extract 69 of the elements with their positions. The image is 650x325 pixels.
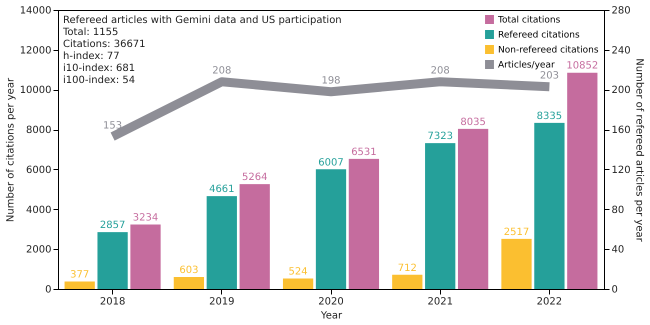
data-label: 6531 [351,146,377,158]
data-label: 524 [288,266,308,278]
y2-tick-label: 160 [612,125,631,136]
annotation: Total: 1155 [62,27,118,38]
legend-label: Non-refereed citations [498,46,599,56]
legend-label: Articles/year [498,60,555,70]
bar [348,158,380,289]
y-tick-label: 0 [45,284,52,296]
data-label: 153 [103,120,122,132]
y-tick-label: 8000 [26,125,52,136]
bar [240,184,270,289]
data-label: 198 [321,76,341,87]
y-tick-label: 4000 [26,204,52,216]
data-label: 712 [398,262,417,274]
bar [64,281,95,289]
y2-tick-label: 40 [612,244,624,256]
y2-tick-label: 200 [612,85,631,96]
annotation: h-index: 77 [63,51,120,62]
y2-tick-label: 120 [612,164,631,176]
data-label: 8035 [460,116,486,128]
bar [316,169,346,289]
y2-tick-label: 280 [612,6,631,16]
data-label: 3234 [132,212,158,224]
annotation: Citations: 36671 [63,39,146,50]
annotation: Refereed articles with Gemini data and US participation [63,15,342,26]
bar [130,224,161,289]
x-tick-label: 2018 [100,296,126,308]
x-tick-label: 2022 [536,296,562,308]
data-label: 377 [70,269,90,280]
y-tick-label: 14000 [20,6,52,16]
data-label: 208 [430,66,450,77]
data-label: 8335 [536,110,562,122]
bar [97,232,128,289]
bar [282,278,314,289]
bar [534,122,565,289]
bar [458,128,488,289]
data-label: 5264 [242,172,268,184]
data-label: 203 [540,70,559,82]
data-label: 10852 [566,60,598,72]
legend-label: Refereed citations [498,30,580,40]
bar [206,196,237,289]
y-tick-label: 2000 [26,244,52,256]
x-tick-label: 2020 [318,296,344,308]
y2-axis-title: Number of refereed articles per year [634,58,645,243]
y-tick-label: 10000 [20,85,52,96]
x-tick-label: 2021 [427,296,453,308]
bar [425,143,456,289]
y-axis-title: Number of citations per year [6,77,17,222]
y-tick-label: 6000 [26,164,52,176]
data-label: 603 [179,264,198,276]
x-tick-label: 2019 [209,296,235,308]
x-axis-title: Year [320,310,343,322]
bar [501,238,532,289]
y2-tick-label: 0 [612,284,618,296]
bar [567,72,598,289]
data-label: 7323 [427,131,453,142]
bar [392,274,422,289]
legend-label: Total citations [497,16,561,26]
y-tick-label: 12000 [20,45,52,56]
data-label: 208 [212,66,232,77]
annotation: i100-index: 54 [63,75,136,86]
y2-tick-label: 80 [612,204,624,216]
y2-tick-label: 240 [612,45,631,56]
data-label: 2857 [100,220,126,232]
data-label: 6007 [318,157,344,168]
data-label: 2517 [504,226,530,238]
data-label: 4661 [209,184,235,196]
annotation: i10-index: 681 [63,63,136,74]
bar [174,276,204,289]
